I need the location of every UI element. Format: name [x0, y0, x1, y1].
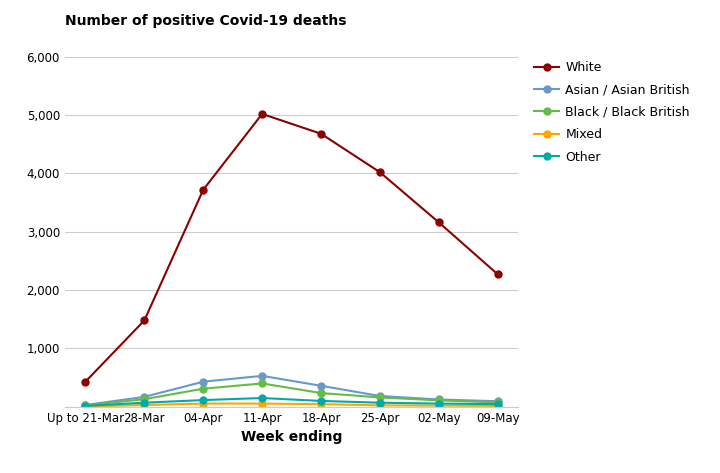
White	[435, 219, 444, 225]
Black / Black British	[140, 396, 148, 402]
Mixed	[140, 402, 148, 408]
Mixed	[435, 403, 444, 409]
Line: Asian / Asian British: Asian / Asian British	[82, 372, 501, 409]
Legend: White, Asian / Asian British, Black / Black British, Mixed, Other: White, Asian / Asian British, Black / Bl…	[529, 56, 695, 168]
White	[317, 131, 325, 137]
White	[493, 272, 502, 277]
White	[258, 111, 266, 117]
Mixed	[317, 401, 325, 407]
Asian / Asian British	[258, 373, 266, 379]
X-axis label: Week ending: Week ending	[241, 430, 342, 444]
Other	[81, 403, 90, 409]
Asian / Asian British	[199, 379, 207, 385]
Other	[258, 395, 266, 401]
Mixed	[493, 403, 502, 409]
Other	[435, 401, 444, 406]
Asian / Asian British	[376, 393, 384, 399]
Line: Other: Other	[82, 394, 501, 409]
Black / Black British	[199, 386, 207, 392]
Asian / Asian British	[493, 398, 502, 404]
Asian / Asian British	[435, 397, 444, 403]
Mixed	[258, 401, 266, 406]
Black / Black British	[493, 400, 502, 405]
Other	[317, 398, 325, 404]
Asian / Asian British	[81, 402, 90, 408]
Black / Black British	[376, 394, 384, 400]
White	[140, 317, 148, 323]
Black / Black British	[81, 403, 90, 408]
Line: Black / Black British: Black / Black British	[82, 380, 501, 409]
Mixed	[376, 403, 384, 408]
Other	[199, 397, 207, 403]
Asian / Asian British	[140, 394, 148, 400]
Asian / Asian British	[317, 383, 325, 389]
Other	[376, 400, 384, 405]
Line: White: White	[82, 111, 501, 385]
Black / Black British	[317, 390, 325, 396]
Mixed	[81, 403, 90, 409]
Mixed	[199, 401, 207, 406]
Line: Mixed: Mixed	[82, 400, 501, 410]
White	[376, 169, 384, 175]
White	[81, 379, 90, 385]
Other	[140, 400, 148, 405]
White	[199, 187, 207, 193]
Text: Number of positive Covid-19 deaths: Number of positive Covid-19 deaths	[65, 14, 346, 28]
Black / Black British	[258, 381, 266, 386]
Black / Black British	[435, 397, 444, 403]
Other	[493, 401, 502, 407]
